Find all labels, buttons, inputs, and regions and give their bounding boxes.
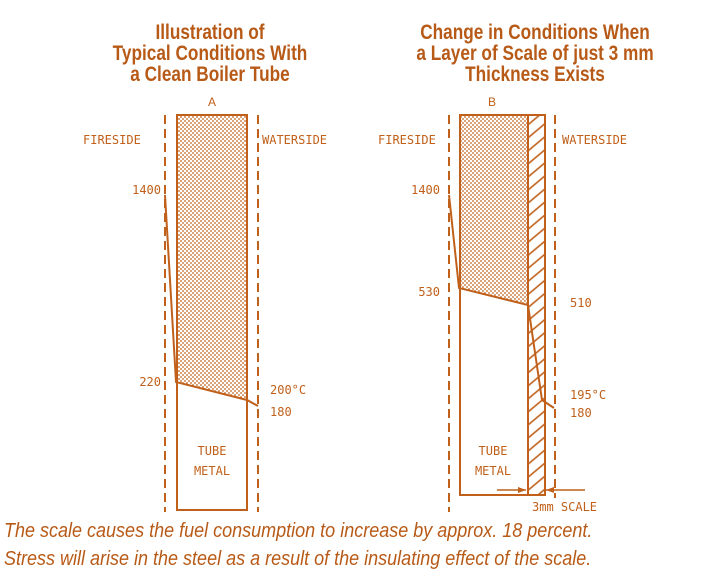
panel-a-tube-wall: [176, 114, 248, 511]
panel-b: B FIRESIDE WATERSIDE 1400 530 510 195°C …: [378, 95, 627, 514]
caption-line-2: Stress will arise in the steel as a resu…: [4, 548, 592, 570]
panel-a-water-temp: 180: [270, 405, 292, 419]
panel-b-waterside-label: WATERSIDE: [562, 133, 627, 147]
panel-a-title: Illustration of Typical Conditions With …: [71, 22, 350, 85]
panel-b-tube-fireside-temp: 530: [418, 285, 440, 299]
panel-b-tube-scale-interface-temp: 510: [570, 296, 592, 310]
panel-b-scale-layer: [528, 115, 545, 495]
panel-b-tube-label: TUBE: [479, 444, 508, 458]
panel-b-dimension-arrow-left: [518, 487, 526, 493]
panel-a: A FIRESIDE WATERSIDE 1400 220 200°C 180 …: [83, 95, 327, 512]
panel-a-metal-label: METAL: [194, 464, 230, 478]
panel-b-gas-temperature-region: [460, 115, 528, 305]
panel-a-tube-fireside-temp: 220: [139, 375, 161, 389]
panel-a-fireside-label: FIRESIDE: [83, 133, 141, 147]
panel-b-title-line: Thickness Exists: [465, 63, 605, 86]
panel-b-gas-temp: 1400: [411, 183, 440, 197]
panel-a-title-line: Illustration of: [155, 21, 265, 44]
panel-a-title-line: Typical Conditions With: [112, 42, 308, 65]
panel-b-temperature-profile: [448, 194, 555, 409]
panel-b-title-line: a Layer of Scale of just 3 mm: [416, 42, 654, 65]
panel-a-gas-temp: 1400: [132, 183, 161, 197]
caption-line-1: The scale causes the fuel consumption to…: [4, 520, 593, 542]
panel-b-title-line: Change in Conditions When: [420, 21, 650, 44]
panel-a-tube-waterside-temp: 200°C: [270, 383, 306, 397]
panel-a-waterside-label: WATERSIDE: [262, 133, 327, 147]
panel-b-dimension-arrow-right: [546, 487, 554, 493]
panel-b-scale-label: 3mm SCALE: [532, 500, 597, 514]
panel-b-tube-wall: [459, 114, 546, 496]
panel-b-scale-waterside-temp: 195°C: [570, 388, 606, 402]
panel-a-letter: A: [208, 95, 216, 109]
panel-a-tube-label: TUBE: [198, 444, 227, 458]
panel-b-letter: B: [488, 95, 496, 109]
panel-b-title: Change in Conditions When a Layer of Sca…: [367, 22, 703, 85]
panel-a-gas-temperature-region: [177, 115, 247, 400]
panel-a-title-line: a Clean Boiler Tube: [130, 63, 290, 86]
panel-b-water-temp: 180: [570, 406, 592, 420]
panel-a-temperature-profile: [164, 194, 259, 407]
panel-b-metal-label: METAL: [475, 464, 511, 478]
panel-b-fireside-label: FIRESIDE: [378, 133, 436, 147]
